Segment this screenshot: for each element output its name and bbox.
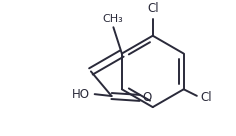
Text: Cl: Cl bbox=[201, 91, 212, 104]
Text: Cl: Cl bbox=[147, 2, 159, 15]
Text: CH₃: CH₃ bbox=[102, 13, 123, 24]
Text: O: O bbox=[143, 91, 152, 104]
Text: HO: HO bbox=[72, 88, 90, 101]
